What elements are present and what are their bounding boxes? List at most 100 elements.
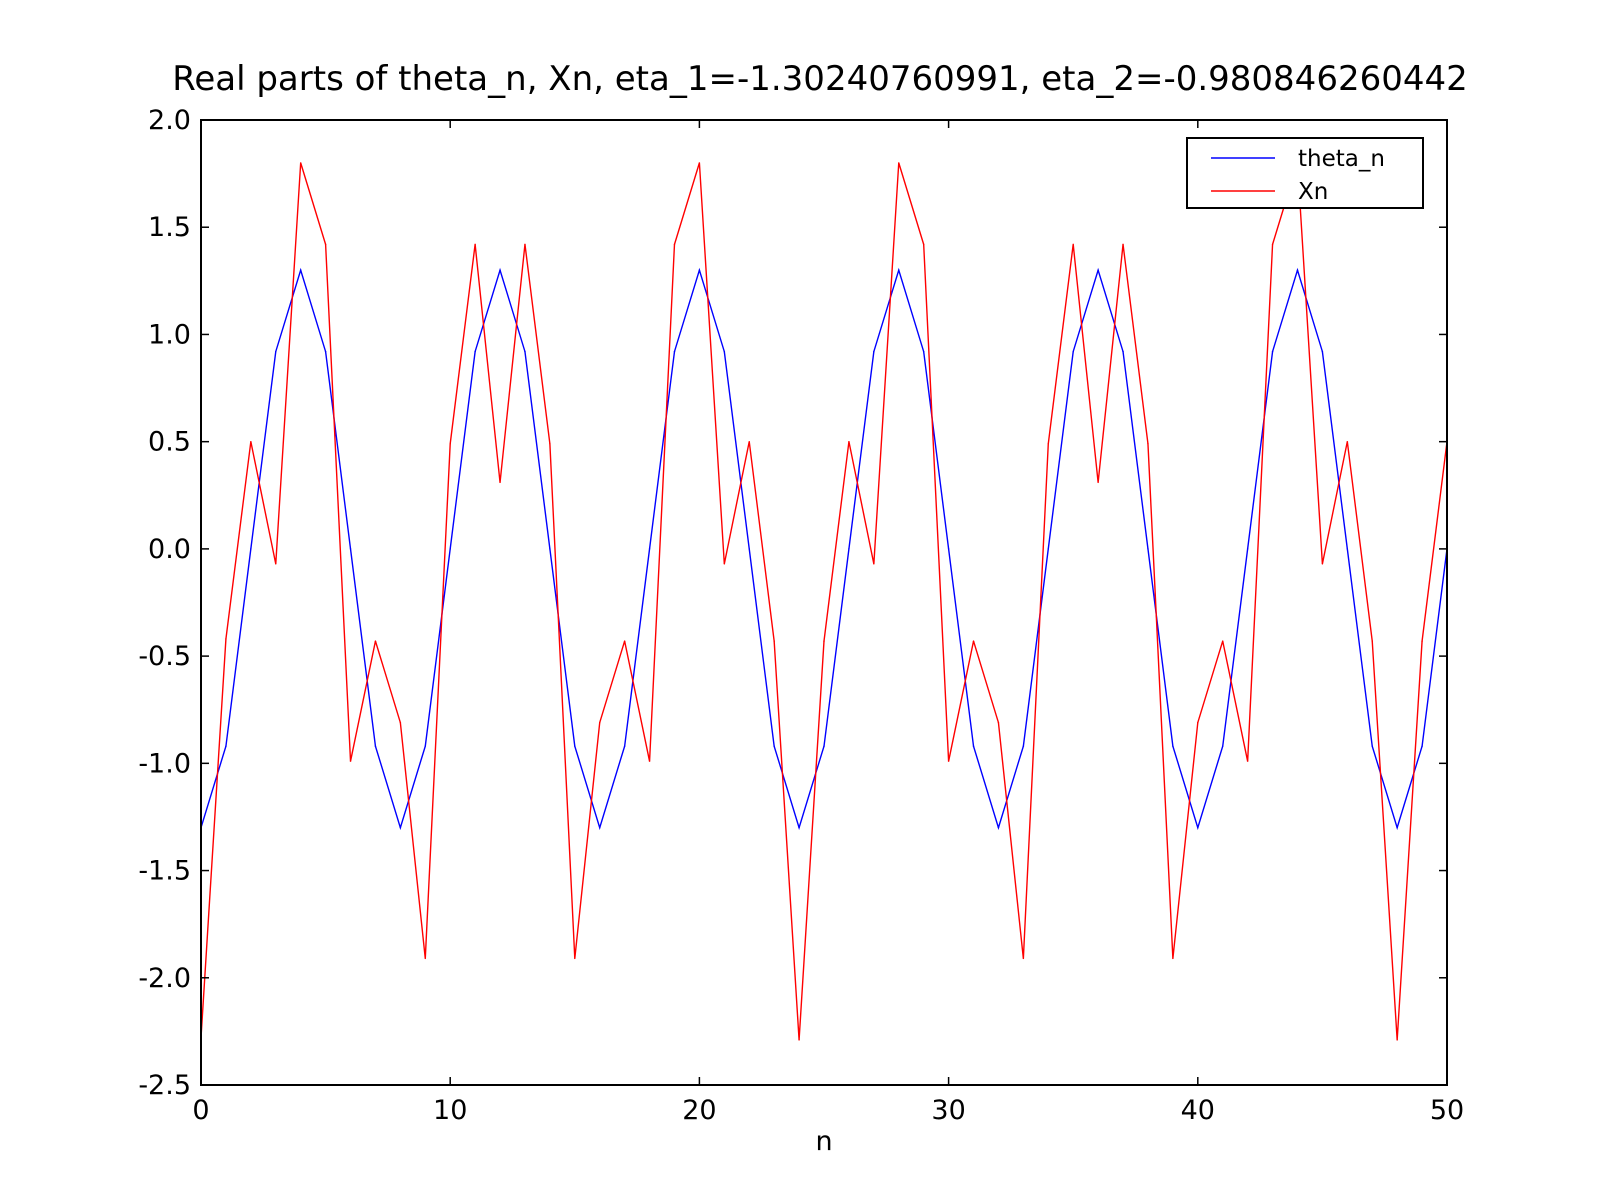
data-point-theta_n (1396, 826, 1398, 829)
data-point-theta_n (848, 548, 850, 550)
data-point-theta_n (275, 350, 277, 353)
data-point-Xn (449, 443, 451, 445)
data-point-theta_n (324, 350, 327, 353)
data-point-Xn (399, 721, 402, 724)
data-point-theta_n (1172, 745, 1174, 747)
data-point-theta_n (599, 826, 601, 829)
data-point-theta_n (399, 826, 402, 829)
data-point-Xn (1172, 957, 1174, 960)
x-tick-label: 20 (682, 1095, 716, 1126)
y-tick-label: 2.0 (148, 105, 191, 136)
data-point-theta_n (349, 548, 352, 550)
data-point-Xn (773, 640, 775, 642)
data-point-Xn (1147, 443, 1149, 445)
y-tick-label: -0.5 (138, 641, 191, 672)
legend: theta_n Xn (1186, 137, 1424, 209)
data-point-theta_n (898, 269, 900, 271)
data-point-Xn (424, 957, 426, 960)
data-point-Xn (275, 563, 277, 565)
plot-frame (200, 119, 1448, 1086)
x-tick-label: 10 (433, 1095, 467, 1126)
data-point-theta_n (823, 745, 825, 747)
data-point-Xn (997, 721, 1000, 724)
data-point-theta_n (499, 269, 501, 271)
data-point-theta_n (623, 745, 626, 747)
data-point-theta_n (1222, 745, 1224, 747)
legend-box (1186, 137, 1424, 209)
data-point-theta_n (374, 745, 377, 747)
data-point-Xn (673, 243, 676, 246)
data-point-theta_n (449, 548, 451, 550)
data-point-theta_n (225, 745, 227, 747)
data-point-theta_n (1371, 745, 1373, 747)
data-point-Xn (922, 243, 925, 246)
data-point-Xn (1421, 640, 1423, 642)
data-point-Xn (1222, 640, 1224, 642)
data-point-Xn (698, 162, 701, 164)
data-point-Xn (225, 638, 227, 640)
tick-layer: 0 10 20 30 40 50 -2.5 -2.0 -1.5 -1.0 -0.5 0.0 0.5 1.0… (138, 105, 1464, 1126)
data-point-Xn (1197, 721, 1199, 724)
data-point-Xn (299, 162, 302, 164)
data-point-Xn (1097, 481, 1099, 484)
legend-label-theta_n: theta_n (1298, 146, 1385, 172)
data-point-theta_n (299, 269, 302, 271)
data-point-theta_n (1122, 350, 1124, 353)
data-point-Xn (1047, 443, 1049, 445)
data-point-Xn (549, 443, 551, 445)
data-point-Xn (898, 162, 900, 164)
x-tick-label: 50 (1430, 1095, 1464, 1126)
chart-title: Real parts of theta_n, Xn, eta_1=-1.3024… (172, 59, 1468, 99)
data-point-Xn (499, 481, 501, 484)
data-point-theta_n (698, 269, 701, 271)
data-point-Xn (1072, 243, 1074, 246)
data-point-Xn (250, 440, 252, 443)
data-point-theta_n (1022, 745, 1025, 747)
data-point-Xn (324, 243, 327, 246)
data-point-Xn (1321, 563, 1324, 565)
data-point-theta_n (1271, 350, 1274, 353)
data-point-Xn (474, 243, 476, 246)
data-point-theta_n (873, 350, 875, 353)
data-point-Xn (1022, 957, 1025, 960)
data-point-Xn (524, 243, 526, 246)
data-point-theta_n (1197, 826, 1199, 829)
data-point-theta_n (250, 548, 252, 550)
data-point-theta_n (798, 826, 800, 829)
data-point-theta_n (1246, 548, 1249, 550)
data-point-Xn (873, 563, 875, 565)
data-point-Xn (1371, 640, 1373, 642)
y-tick-label: -1.0 (138, 748, 191, 779)
y-tick-label: -1.5 (138, 856, 191, 887)
data-point-theta_n (997, 826, 1000, 829)
data-point-Xn (374, 640, 377, 642)
y-tick-label: 1.5 (148, 212, 191, 243)
data-point-theta_n (673, 350, 676, 353)
data-point-theta_n (1072, 350, 1074, 353)
y-tick-label: 1.0 (148, 319, 191, 350)
data-point-Xn (848, 440, 850, 443)
data-point-Xn (1396, 1039, 1398, 1041)
x-tick-label: 40 (1181, 1095, 1215, 1126)
y-tick-label: 0.5 (148, 427, 191, 458)
y-tick-label: -2.0 (138, 963, 191, 994)
data-point-theta_n (773, 745, 775, 747)
data-point-Xn (823, 640, 825, 642)
data-point-Xn (947, 760, 950, 762)
data-point-theta_n (549, 548, 551, 550)
data-point-theta_n (1047, 548, 1049, 550)
x-tick-label: 0 (192, 1095, 209, 1126)
legend-label-Xn: Xn (1298, 179, 1328, 205)
data-point-Xn (599, 721, 601, 724)
data-point-theta_n (648, 548, 651, 550)
plot-area (201, 120, 1447, 1085)
data-point-Xn (648, 760, 651, 762)
data-point-theta_n (474, 350, 476, 353)
data-point-Xn (723, 563, 726, 565)
y-tick-label: -2.5 (138, 1070, 191, 1101)
x-axis-label: n (815, 1126, 832, 1157)
data-point-theta_n (1346, 548, 1349, 550)
data-point-Xn (798, 1039, 800, 1041)
data-point-theta_n (723, 350, 726, 353)
